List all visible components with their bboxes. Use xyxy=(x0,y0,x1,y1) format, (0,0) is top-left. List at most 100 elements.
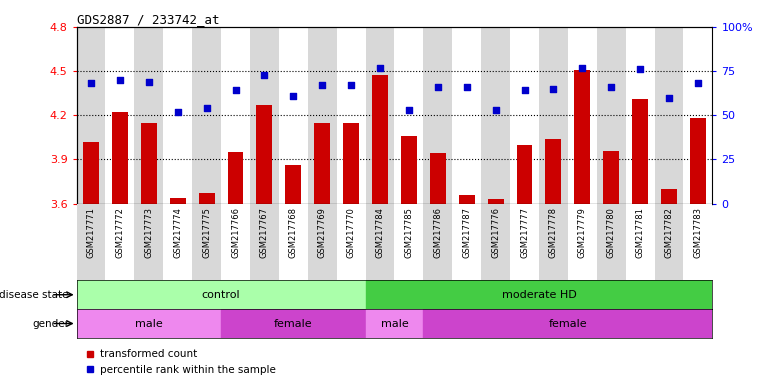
Point xyxy=(576,65,588,71)
Text: GSM217769: GSM217769 xyxy=(318,207,327,258)
Text: GSM217775: GSM217775 xyxy=(202,207,211,258)
Bar xyxy=(510,204,539,280)
Bar xyxy=(77,204,106,280)
Text: GSM217786: GSM217786 xyxy=(434,207,442,258)
Point xyxy=(345,82,357,88)
Bar xyxy=(424,309,712,338)
Text: GSM217766: GSM217766 xyxy=(231,207,240,258)
Bar xyxy=(314,122,330,204)
Text: GSM217776: GSM217776 xyxy=(491,207,500,258)
Bar xyxy=(170,198,185,204)
Bar xyxy=(372,76,388,204)
Bar xyxy=(221,309,365,338)
Text: GSM217772: GSM217772 xyxy=(116,207,124,258)
Bar xyxy=(481,204,510,280)
Bar xyxy=(106,27,134,204)
Bar xyxy=(539,27,568,204)
Bar xyxy=(77,309,221,338)
Bar xyxy=(228,152,244,204)
Point xyxy=(605,84,617,90)
Bar xyxy=(626,204,655,280)
Point xyxy=(201,105,213,111)
Bar xyxy=(597,204,626,280)
Bar xyxy=(83,142,99,204)
Point xyxy=(172,109,184,115)
Text: female: female xyxy=(548,318,588,329)
Bar xyxy=(394,27,424,204)
Bar xyxy=(343,122,359,204)
Bar xyxy=(424,204,452,280)
Bar xyxy=(516,145,532,204)
Bar xyxy=(77,280,365,309)
Point xyxy=(634,66,647,72)
Text: GSM217783: GSM217783 xyxy=(693,207,702,258)
Text: GSM217773: GSM217773 xyxy=(144,207,153,258)
Bar xyxy=(257,105,273,204)
Text: GSM217771: GSM217771 xyxy=(87,207,96,258)
Bar xyxy=(163,204,192,280)
Text: male: male xyxy=(381,318,408,329)
Bar xyxy=(365,280,712,309)
Bar xyxy=(279,204,308,280)
Bar xyxy=(574,70,591,204)
Bar xyxy=(77,27,106,204)
Text: gender: gender xyxy=(32,318,69,329)
Bar xyxy=(221,204,250,280)
Point xyxy=(142,79,155,85)
Point xyxy=(316,82,329,88)
Text: GSM217781: GSM217781 xyxy=(636,207,645,258)
Text: GSM217779: GSM217779 xyxy=(578,207,587,258)
Bar xyxy=(488,199,503,204)
Point xyxy=(489,107,502,113)
Bar xyxy=(430,154,446,204)
Bar xyxy=(250,204,279,280)
Bar xyxy=(163,27,192,204)
Bar xyxy=(632,99,648,204)
Bar xyxy=(597,27,626,204)
Bar xyxy=(604,151,619,204)
Text: GDS2887 / 233742_at: GDS2887 / 233742_at xyxy=(77,13,219,26)
Text: moderate HD: moderate HD xyxy=(502,290,576,300)
Bar xyxy=(365,309,424,338)
Bar xyxy=(221,27,250,204)
Bar xyxy=(192,27,221,204)
Text: female: female xyxy=(274,318,313,329)
Point xyxy=(519,88,531,94)
Bar xyxy=(655,204,683,280)
Bar xyxy=(134,27,163,204)
Text: GSM217767: GSM217767 xyxy=(260,207,269,258)
Point xyxy=(85,80,97,86)
Text: GSM217780: GSM217780 xyxy=(607,207,616,258)
Bar xyxy=(308,27,337,204)
Bar xyxy=(134,204,163,280)
Bar xyxy=(141,122,157,204)
Text: GSM217768: GSM217768 xyxy=(289,207,298,258)
Text: disease state: disease state xyxy=(0,290,69,300)
Bar xyxy=(568,27,597,204)
Bar xyxy=(286,165,301,204)
Text: GSM217770: GSM217770 xyxy=(347,207,355,258)
Bar xyxy=(401,136,417,204)
Point xyxy=(460,84,473,90)
Bar xyxy=(452,27,481,204)
Point xyxy=(287,93,300,99)
Text: male: male xyxy=(135,318,162,329)
Text: GSM217778: GSM217778 xyxy=(549,207,558,258)
Text: GSM217785: GSM217785 xyxy=(404,207,414,258)
Bar xyxy=(308,204,337,280)
Legend: transformed count, percentile rank within the sample: transformed count, percentile rank withi… xyxy=(82,345,280,379)
Text: GSM217782: GSM217782 xyxy=(665,207,673,258)
Bar xyxy=(250,27,279,204)
Point xyxy=(403,107,415,113)
Text: GSM217787: GSM217787 xyxy=(462,207,471,258)
Bar xyxy=(198,193,214,204)
Bar xyxy=(112,112,128,204)
Bar xyxy=(192,204,221,280)
Bar xyxy=(539,204,568,280)
Text: GSM217777: GSM217777 xyxy=(520,207,529,258)
Bar xyxy=(545,139,561,204)
Bar xyxy=(683,27,712,204)
Bar xyxy=(337,204,365,280)
Point xyxy=(114,77,126,83)
Bar xyxy=(661,189,677,204)
